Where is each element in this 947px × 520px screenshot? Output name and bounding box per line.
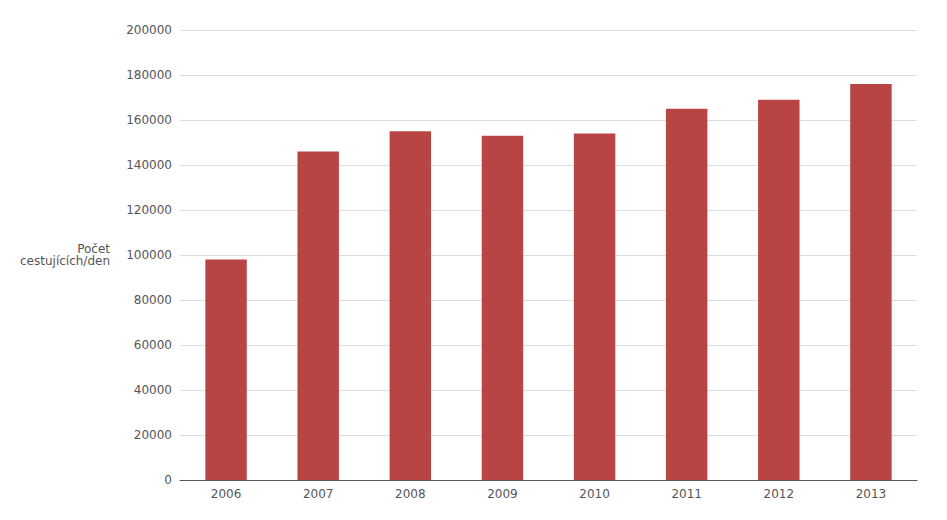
svg-text:120000: 120000	[126, 203, 172, 217]
svg-text:2012: 2012	[764, 487, 795, 501]
svg-text:Počet: Počet	[77, 242, 110, 256]
svg-text:2013: 2013	[856, 487, 887, 501]
svg-text:2008: 2008	[395, 487, 426, 501]
svg-text:160000: 160000	[126, 113, 172, 127]
svg-text:2010: 2010	[579, 487, 610, 501]
svg-text:20000: 20000	[134, 428, 172, 442]
svg-text:2007: 2007	[303, 487, 334, 501]
svg-text:2011: 2011	[671, 487, 702, 501]
svg-text:140000: 140000	[126, 158, 172, 172]
svg-text:0: 0	[164, 473, 172, 487]
svg-text:40000: 40000	[134, 383, 172, 397]
svg-text:180000: 180000	[126, 68, 172, 82]
svg-text:100000: 100000	[126, 248, 172, 262]
svg-text:80000: 80000	[134, 293, 172, 307]
svg-text:2009: 2009	[487, 487, 518, 501]
svg-text:200000: 200000	[126, 23, 172, 37]
svg-text:2006: 2006	[211, 487, 242, 501]
svg-text:cestujících/den: cestujících/den	[20, 254, 110, 268]
svg-text:60000: 60000	[134, 338, 172, 352]
